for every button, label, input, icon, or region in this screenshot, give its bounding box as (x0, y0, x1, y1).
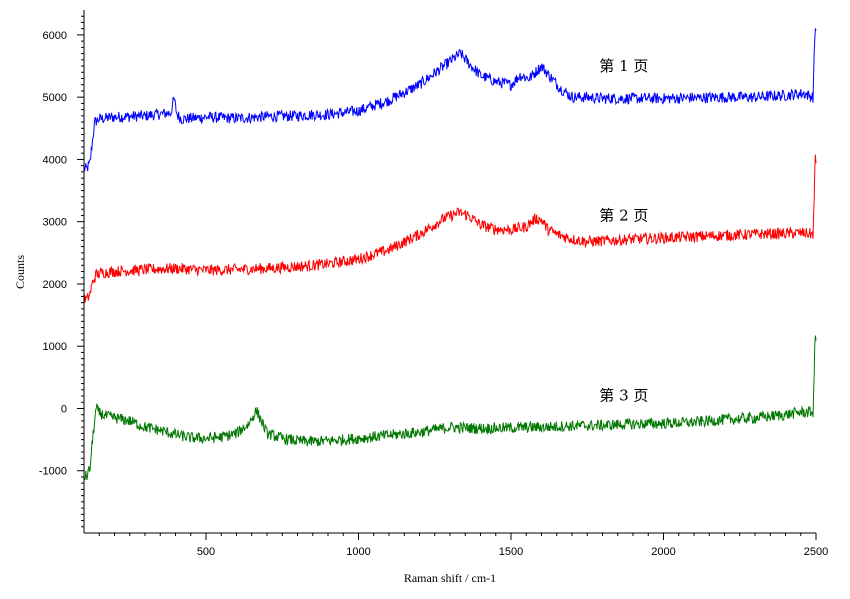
spectrum-line-2 (83, 154, 817, 305)
x-tick-label: 500 (197, 546, 215, 558)
y-tick-label: 2000 (43, 279, 67, 291)
y-tick-label: 0 (61, 403, 67, 415)
series-group (83, 28, 817, 481)
x-axis-title: Raman shift / cm-1 (404, 571, 496, 585)
y-tick-label: 5000 (43, 92, 67, 104)
y-axis-title: Counts (13, 255, 27, 289)
series-labels: 第 1 页第 2 页第 3 页 (599, 57, 648, 404)
x-ticks: 500 1000 1500 2000 2500 (98, 533, 828, 558)
x-tick-label: 1500 (499, 546, 523, 558)
series-label-2: 第 2 页 (599, 206, 648, 224)
spectrum-line-1 (83, 28, 817, 172)
series-label-3: 第 3 页 (599, 386, 648, 404)
y-tick-label: 1000 (43, 341, 67, 353)
y-tick-label: 3000 (43, 217, 67, 229)
y-tick-label: 4000 (43, 154, 67, 166)
y-tick-label: -1000 (39, 466, 67, 478)
x-tick-label: 2000 (651, 546, 675, 558)
spectrum-line-3 (83, 335, 817, 481)
y-ticks: -1000 0 1000 2000 3000 4000 5000 6000 (39, 15, 84, 528)
x-tick-label: 1000 (346, 546, 370, 558)
x-tick-label: 2500 (804, 546, 828, 558)
y-tick-label: 6000 (43, 30, 67, 42)
series-label-1: 第 1 页 (599, 57, 648, 75)
